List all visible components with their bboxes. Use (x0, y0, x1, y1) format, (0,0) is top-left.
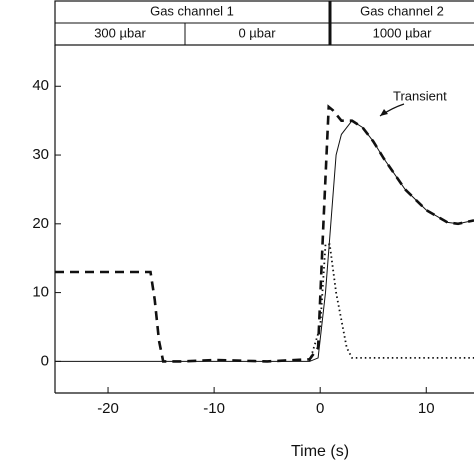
header-cell: 300 µbar (94, 25, 146, 40)
header-table (54, 0, 474, 46)
y-tick-label: 0 (41, 352, 49, 369)
annotation-arrowhead (380, 109, 388, 116)
header-cell: Gas channel 1 (150, 3, 234, 18)
y-tick-label: 30 (32, 146, 49, 163)
series-line (55, 120, 474, 362)
series-line (55, 104, 474, 363)
header-cell: 1000 µbar (373, 25, 432, 40)
header-cell: 0 µbar (238, 25, 276, 40)
y-tick-label: 10 (32, 284, 49, 301)
header-cell: Gas channel 2 (360, 3, 444, 18)
x-tick-label: 0 (316, 400, 324, 417)
x-tick-label: 10 (418, 400, 435, 417)
x-tick-label: -20 (97, 400, 119, 417)
x-axis-label: Time (s) (291, 443, 349, 460)
y-tick-label: 40 (32, 77, 49, 94)
annotation: Transient (393, 88, 447, 103)
x-tick-label: -10 (203, 400, 225, 417)
y-tick-label: 20 (32, 215, 49, 232)
series-line (308, 243, 474, 362)
